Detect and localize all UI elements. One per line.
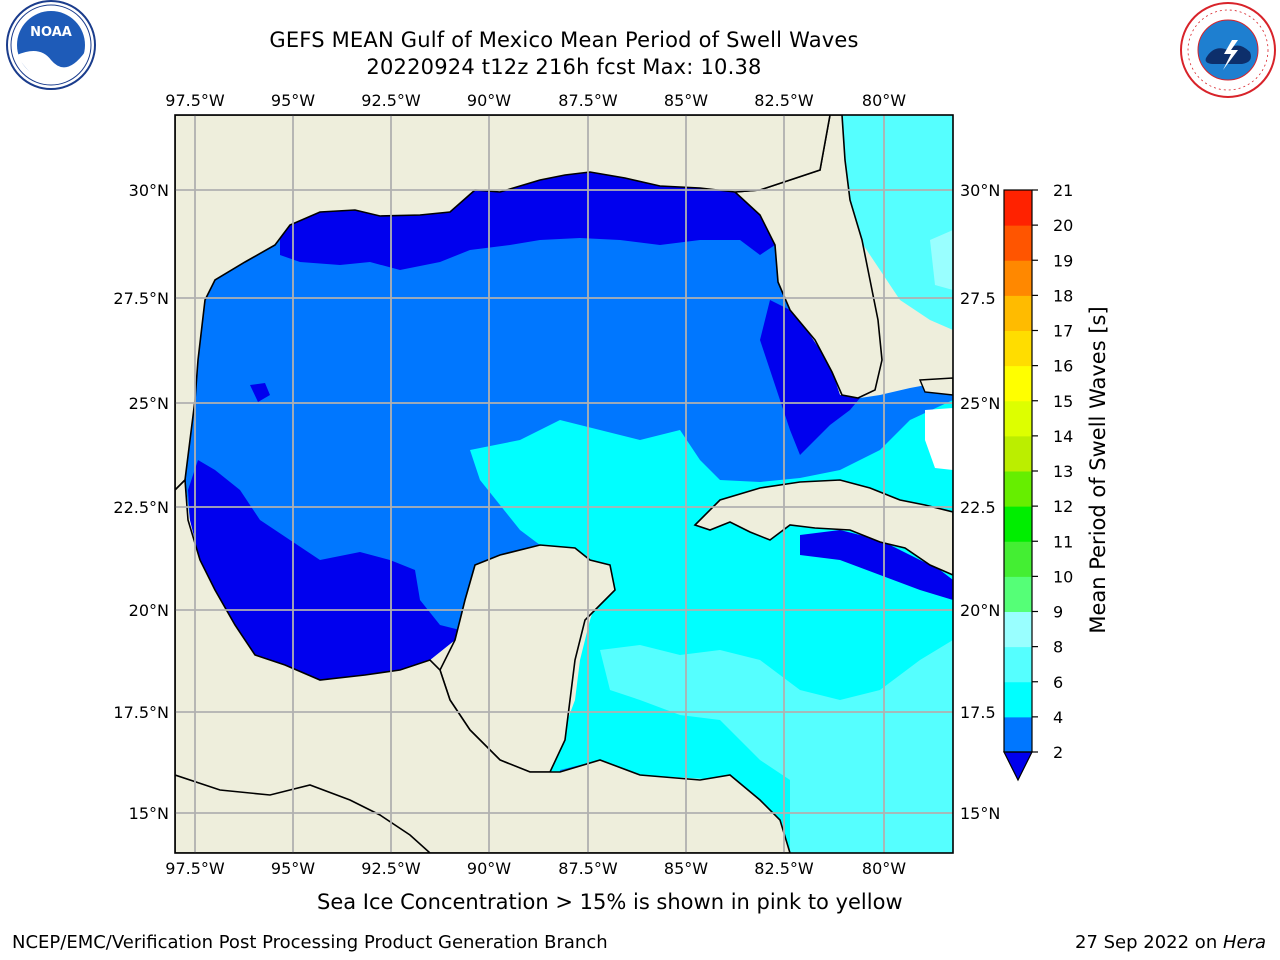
colorbar-tick-label: 9 (1053, 603, 1063, 622)
lat-tick-label-right: 22.5 (960, 498, 996, 517)
lon-tick-label-bottom: 95°W (271, 859, 315, 878)
colorbar-segment (1004, 260, 1032, 296)
map-plot-area (175, 115, 953, 853)
colorbar-tick-label: 21 (1053, 181, 1073, 200)
credit-date: 27 Sep 2022 on Hera (1075, 932, 1266, 953)
map-gridlines (175, 115, 953, 853)
lon-tick-label-bottom: 85°W (664, 859, 708, 878)
us-gulf-coast-land (175, 115, 831, 492)
mexico-land (175, 478, 791, 853)
colorbar-segment (1004, 471, 1032, 507)
sea-ice-note: Sea Ice Concentration > 15% is shown in … (317, 890, 903, 914)
colorbar-extend-arrow (1003, 751, 1033, 782)
colorbar-segment (1004, 541, 1032, 577)
colorbar-segment (1004, 681, 1032, 718)
colorbar-tick-label: 19 (1053, 251, 1073, 270)
gulf-swell-patch (250, 383, 270, 402)
colorbar-tick-label: 12 (1053, 497, 1073, 516)
colorbar-tick-label: 20 (1053, 216, 1073, 235)
map-nodata-region (925, 408, 953, 470)
cuba-south-swell (800, 530, 953, 600)
lat-tick-label-left: 15°N (129, 804, 169, 823)
credit-host: Hera (1222, 932, 1266, 953)
colorbar: 2 4 6 8 9 10 11 12 13 14 15 16 17 18 19 20 21 (1003, 181, 1073, 782)
colorbar-label: Mean Period of Swell Waves [s] (1086, 306, 1110, 633)
lon-tick-label-bottom: 82.5°W (754, 859, 814, 878)
chart-subtitle: 20220924 t12z 216h fcst Max: 10.38 (366, 55, 762, 79)
lon-tick-label-top: 85°W (664, 91, 708, 110)
colorbar-tick-label: 2 (1053, 743, 1063, 762)
noaa-logo-text: NOAA (30, 25, 72, 40)
colorbar-tick-label: 11 (1053, 532, 1073, 551)
lon-tick-label-top: 90°W (467, 91, 511, 110)
lon-tick-label-bottom: 87.5°W (558, 859, 618, 878)
colorbar-tick-label: 8 (1053, 638, 1063, 657)
colorbar-segment (1004, 295, 1032, 331)
colorbar-tick-label: 6 (1053, 673, 1063, 692)
lon-tick-label-top: 82.5°W (754, 91, 814, 110)
credit-branch: NCEP/EMC/Verification Post Processing Pr… (12, 932, 608, 953)
lat-tick-label-left: 22.5°N (113, 498, 169, 517)
colorbar-segment (1004, 400, 1032, 437)
lat-tick-label-left: 27.5°N (113, 289, 169, 308)
colorbar-segment (1004, 435, 1032, 472)
lat-tick-label-right: 17.5 (960, 703, 996, 722)
lat-tick-label-left: 20°N (129, 601, 169, 620)
colorbar-tick-label: 17 (1053, 322, 1073, 341)
lon-tick-label-top: 87.5°W (558, 91, 618, 110)
colorbar-tick-label: 14 (1053, 427, 1073, 446)
lon-tick-label-bottom: 90°W (467, 859, 511, 878)
colorbar-segment (1004, 330, 1032, 367)
colorbar-tick-label: 16 (1053, 357, 1073, 376)
caribbean-swell-field-light (600, 640, 953, 853)
lon-tick-label-bottom: 97.5°W (165, 859, 225, 878)
colorbar-segment (1004, 646, 1032, 683)
colorbar-segment (1004, 611, 1032, 648)
colorbar-segment (1004, 190, 1032, 226)
gulf-swell-field-low-west (188, 460, 460, 680)
colorbar-tick-label: 10 (1053, 567, 1073, 586)
lat-tick-label-left: 25°N (129, 394, 169, 413)
lat-tick-label-right: 25°N (960, 394, 1000, 413)
chart-title: GEFS MEAN Gulf of Mexico Mean Period of … (269, 28, 859, 52)
credit-date-text: 27 Sep 2022 on (1075, 932, 1223, 953)
colorbar-tick-label: 15 (1053, 392, 1073, 411)
lon-tick-label-top: 80°W (862, 91, 906, 110)
colorbar-segment (1004, 225, 1032, 261)
lon-tick-label-top: 95°W (271, 91, 315, 110)
lon-tick-label-bottom: 80°W (862, 859, 906, 878)
lat-tick-label-right: 20°N (960, 601, 1000, 620)
lat-tick-label-right: 30°N (960, 181, 1000, 200)
lat-tick-label-right: 15°N (960, 804, 1000, 823)
colorbar-segment (1004, 716, 1032, 753)
atlantic-swell-field-light (930, 230, 953, 290)
colorbar-segment (1004, 365, 1032, 402)
gulf-swell-field-low-east (760, 300, 860, 455)
gulf-swell-field-low-north (280, 172, 775, 270)
colorbar-tick-label: 18 (1053, 286, 1073, 305)
lat-tick-label-left: 17.5°N (113, 703, 169, 722)
lat-tick-label-left: 30°N (129, 181, 169, 200)
colorbar-tick-label: 13 (1053, 462, 1073, 481)
noaa-logo: NOAA (6, 0, 96, 90)
map-border (174, 114, 954, 854)
lon-tick-label-bottom: 92.5°W (361, 859, 421, 878)
colorbar-segment (1004, 506, 1032, 542)
colorbar-tick-label: 4 (1053, 708, 1063, 727)
florida-straits-swell-field (830, 115, 953, 330)
lon-tick-label-top: 92.5°W (361, 91, 421, 110)
colorbar-segment (1004, 576, 1032, 612)
cuba-land (693, 479, 953, 576)
bahamas-land (918, 377, 953, 396)
lat-tick-label-right: 27.5 (960, 289, 996, 308)
nws-logo (1180, 2, 1276, 98)
lon-tick-label-top: 97.5°W (165, 91, 225, 110)
